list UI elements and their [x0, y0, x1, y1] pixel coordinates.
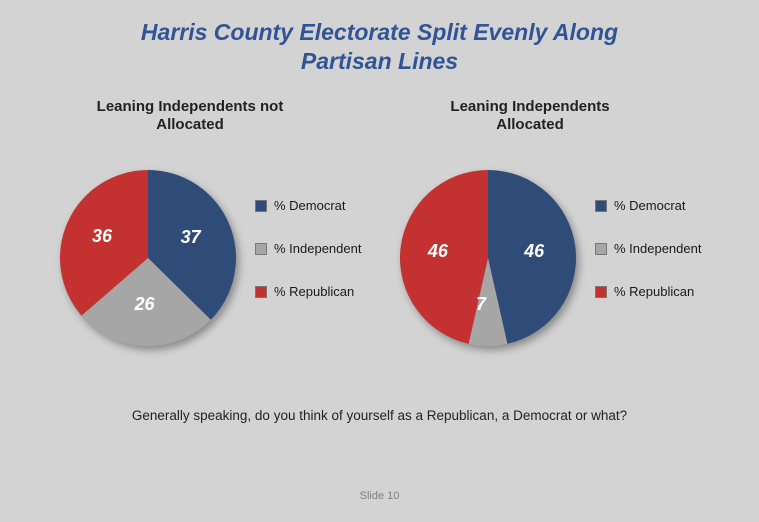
- pie-chart-not-allocated: 372636: [60, 170, 236, 346]
- chart2-subtitle-line2: Allocated: [400, 116, 660, 134]
- chart1-subtitle: Leaning Independents not Allocated: [60, 98, 320, 134]
- legend-row-democrat: % Democrat: [595, 198, 701, 213]
- page-title: Harris County Electorate Split Evenly Al…: [0, 18, 759, 76]
- legend-swatch-democrat: [255, 200, 267, 212]
- pie-chart-allocated: 46746: [400, 170, 576, 346]
- legend-label-independent: % Independent: [614, 241, 701, 256]
- legend-row-republican: % Republican: [255, 284, 361, 299]
- legend-label-republican: % Republican: [614, 284, 694, 299]
- legend-row-independent: % Independent: [255, 241, 361, 256]
- legend-label-independent: % Independent: [274, 241, 361, 256]
- legend-row-independent: % Independent: [595, 241, 701, 256]
- legend-swatch-democrat: [595, 200, 607, 212]
- legend-row-republican: % Republican: [595, 284, 701, 299]
- title-line2: Partisan Lines: [0, 47, 759, 76]
- chart1-subtitle-line1: Leaning Independents not: [60, 98, 320, 116]
- legend-allocated: % Democrat % Independent % Republican: [595, 198, 701, 327]
- chart1-subtitle-line2: Allocated: [60, 116, 320, 134]
- legend-label-republican: % Republican: [274, 284, 354, 299]
- slide-number: Slide 10: [0, 490, 759, 502]
- legend-label-democrat: % Democrat: [274, 198, 346, 213]
- legend-label-democrat: % Democrat: [614, 198, 686, 213]
- title-line1: Harris County Electorate Split Evenly Al…: [0, 18, 759, 47]
- legend-not-allocated: % Democrat % Independent % Republican: [255, 198, 361, 327]
- legend-row-democrat: % Democrat: [255, 198, 361, 213]
- chart2-subtitle: Leaning Independents Allocated: [400, 98, 660, 134]
- legend-swatch-republican: [595, 286, 607, 298]
- chart2-subtitle-line1: Leaning Independents: [400, 98, 660, 116]
- legend-swatch-independent: [255, 243, 267, 255]
- survey-question: Generally speaking, do you think of your…: [0, 408, 759, 423]
- legend-swatch-independent: [595, 243, 607, 255]
- legend-swatch-republican: [255, 286, 267, 298]
